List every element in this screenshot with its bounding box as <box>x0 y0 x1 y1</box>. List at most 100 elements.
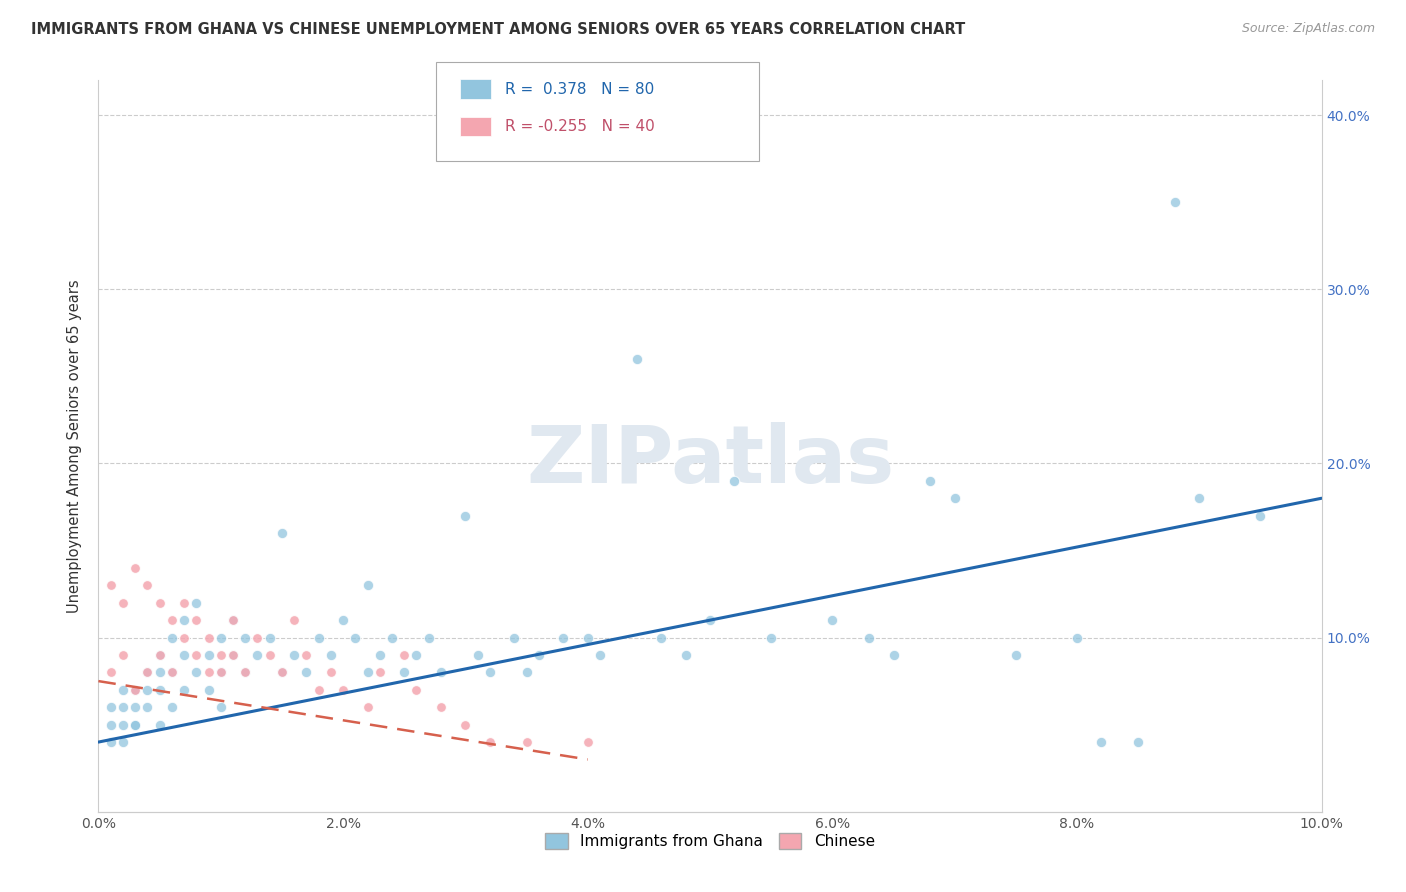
Point <box>197 648 219 662</box>
Point <box>209 665 232 680</box>
Point <box>454 717 477 731</box>
Point <box>136 665 159 680</box>
Point <box>111 700 134 714</box>
Point <box>259 648 281 662</box>
Point <box>149 682 172 697</box>
Point <box>136 578 159 592</box>
Point <box>319 665 342 680</box>
Point <box>124 717 146 731</box>
Point <box>356 578 378 592</box>
Point <box>467 648 489 662</box>
Text: IMMIGRANTS FROM GHANA VS CHINESE UNEMPLOYMENT AMONG SENIORS OVER 65 YEARS CORREL: IMMIGRANTS FROM GHANA VS CHINESE UNEMPLO… <box>31 22 965 37</box>
Point <box>308 631 330 645</box>
Point <box>173 682 195 697</box>
Point <box>197 631 219 645</box>
Point <box>149 717 172 731</box>
Point <box>160 665 183 680</box>
Point <box>1249 508 1271 523</box>
Point <box>821 613 844 627</box>
Point <box>197 665 219 680</box>
Point <box>111 648 134 662</box>
Point <box>356 665 378 680</box>
Point <box>124 700 146 714</box>
Point <box>100 717 122 731</box>
Point <box>527 648 550 662</box>
Point <box>270 526 292 541</box>
Point <box>295 665 318 680</box>
Point <box>136 682 159 697</box>
Point <box>209 700 232 714</box>
Point <box>356 700 378 714</box>
Point <box>1128 735 1150 749</box>
Point <box>246 648 269 662</box>
Point <box>259 631 281 645</box>
Point <box>100 665 122 680</box>
Point <box>186 613 208 627</box>
Point <box>283 648 305 662</box>
Point <box>209 648 232 662</box>
Point <box>943 491 966 506</box>
Point <box>136 700 159 714</box>
Point <box>233 631 256 645</box>
Point <box>883 648 905 662</box>
Point <box>124 561 146 575</box>
Point <box>392 665 416 680</box>
Point <box>368 648 391 662</box>
Point <box>124 682 146 697</box>
Point <box>381 631 404 645</box>
Point <box>675 648 697 662</box>
Point <box>149 596 172 610</box>
Point <box>100 700 122 714</box>
Point <box>626 351 648 366</box>
Point <box>173 596 195 610</box>
Point <box>124 717 146 731</box>
Point <box>160 613 183 627</box>
Point <box>759 631 782 645</box>
Point <box>246 631 269 645</box>
Point <box>149 665 172 680</box>
Point <box>392 648 416 662</box>
Point <box>160 700 183 714</box>
Legend: Immigrants from Ghana, Chinese: Immigrants from Ghana, Chinese <box>538 827 882 855</box>
Point <box>186 648 208 662</box>
Point <box>1164 195 1187 210</box>
Point <box>405 682 427 697</box>
Point <box>222 613 245 627</box>
Point <box>368 665 391 680</box>
Point <box>197 682 219 697</box>
Point <box>222 613 245 627</box>
Point <box>222 648 245 662</box>
Point <box>222 648 245 662</box>
Point <box>589 648 612 662</box>
Point <box>100 578 122 592</box>
Point <box>1066 631 1088 645</box>
Point <box>576 735 599 749</box>
Point <box>149 648 172 662</box>
Point <box>111 682 134 697</box>
Point <box>111 735 134 749</box>
Y-axis label: Unemployment Among Seniors over 65 years: Unemployment Among Seniors over 65 years <box>67 279 83 613</box>
Point <box>209 631 232 645</box>
Point <box>270 665 292 680</box>
Point <box>308 682 330 697</box>
Point <box>160 631 183 645</box>
Point <box>430 665 453 680</box>
Point <box>295 648 318 662</box>
Point <box>1090 735 1112 749</box>
Point <box>173 631 195 645</box>
Point <box>186 596 208 610</box>
Point <box>1004 648 1026 662</box>
Point <box>270 665 292 680</box>
Point <box>553 631 575 645</box>
Point <box>699 613 721 627</box>
Point <box>430 700 453 714</box>
Point <box>332 613 354 627</box>
Point <box>516 735 538 749</box>
Text: Source: ZipAtlas.com: Source: ZipAtlas.com <box>1241 22 1375 36</box>
Point <box>332 682 354 697</box>
Point <box>478 665 501 680</box>
Point <box>503 631 526 645</box>
Point <box>858 631 880 645</box>
Point <box>405 648 427 662</box>
Point <box>650 631 672 645</box>
